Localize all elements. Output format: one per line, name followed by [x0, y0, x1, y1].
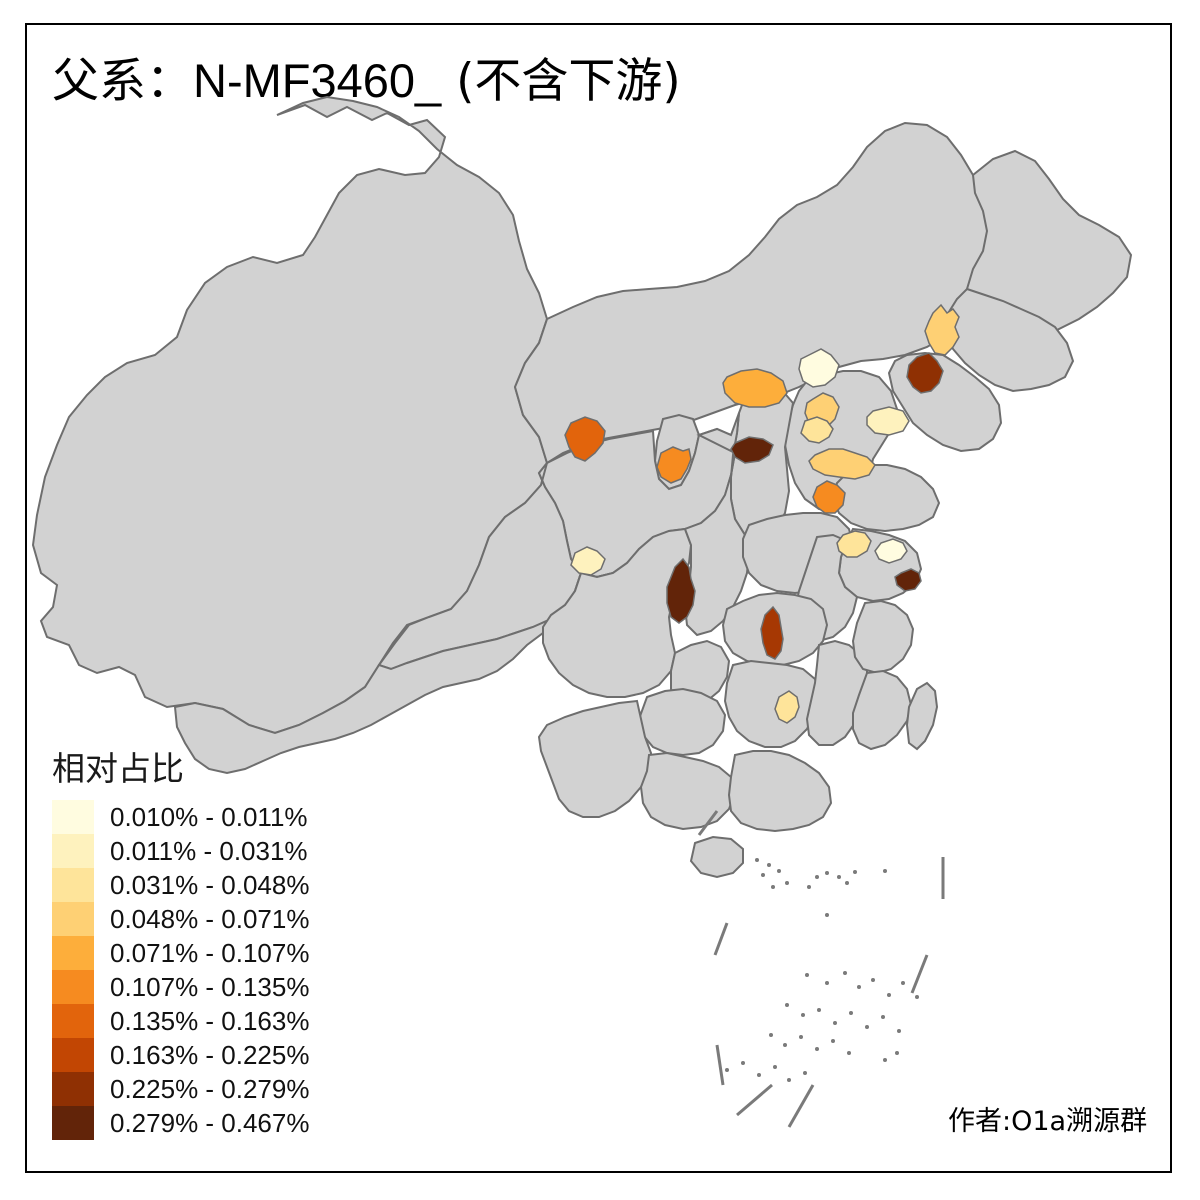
- province-hunan[interactable]: [723, 659, 821, 748]
- highlight-shaanxi-city[interactable]: [656, 446, 692, 484]
- legend-swatch: [52, 834, 94, 868]
- author-credit: 作者:O1a溯源群: [948, 1106, 1148, 1137]
- legend-label: 0.011% - 0.031%: [110, 836, 308, 866]
- province-fujian[interactable]: [852, 669, 913, 751]
- legend-swatch: [52, 970, 94, 1004]
- highlight-inner-mongolia-city[interactable]: [798, 348, 840, 388]
- title-suffix: (不含下游): [441, 54, 681, 109]
- legend-title: 相对占比: [52, 749, 184, 788]
- south-china-sea-islets: [725, 858, 919, 1082]
- province-guangdong[interactable]: [727, 750, 833, 833]
- highlight-chongqing-city[interactable]: [666, 557, 696, 624]
- page-title: 父系：N-MF3460_ (不含下游): [52, 50, 681, 113]
- legend: 相对占比 0.010% - 0.011% 0.011% - 0.031% 0.0…: [52, 748, 352, 1140]
- legend-label: 0.107% - 0.135%: [110, 972, 310, 1002]
- legend-swatch: [52, 800, 94, 834]
- highlight-layer: [564, 303, 960, 724]
- legend-label: 0.071% - 0.107%: [110, 938, 310, 968]
- legend-row[interactable]: 0.071% - 0.107%: [52, 936, 352, 970]
- legend-row[interactable]: 0.107% - 0.135%: [52, 970, 352, 1004]
- province-yunnan[interactable]: [537, 699, 653, 818]
- legend-row[interactable]: 0.048% - 0.071%: [52, 902, 352, 936]
- legend-label: 0.135% - 0.163%: [110, 1006, 310, 1036]
- legend-row[interactable]: 0.135% - 0.163%: [52, 1004, 352, 1038]
- nine-dash-line: [697, 810, 945, 1128]
- highlight-zhejiang-ningbo-city[interactable]: [894, 568, 922, 592]
- legend-label: 0.225% - 0.279%: [110, 1074, 310, 1104]
- legend-row[interactable]: 0.163% - 0.225%: [52, 1038, 352, 1072]
- legend-swatch: [52, 1038, 94, 1072]
- legend-label: 0.031% - 0.048%: [110, 870, 310, 900]
- title-prefix: 父系：: [52, 54, 193, 109]
- highlight-hunan-jiangxi-city[interactable]: [760, 605, 784, 660]
- highlight-shandong-peninsula-city[interactable]: [866, 406, 910, 436]
- province-hainan[interactable]: [689, 835, 744, 879]
- legend-label: 0.163% - 0.225%: [110, 1040, 310, 1070]
- highlight-anhui-north-city[interactable]: [812, 480, 846, 514]
- legend-swatch: [52, 1106, 94, 1140]
- china-choropleth-map[interactable]: [27, 25, 1170, 1171]
- highlight-guangdong-city[interactable]: [774, 690, 800, 724]
- highlight-shandong-central-city[interactable]: [808, 448, 876, 480]
- legend-row[interactable]: 0.225% - 0.279%: [52, 1072, 352, 1106]
- highlight-heilongjiang-north-city[interactable]: [924, 303, 960, 356]
- legend-rows: 0.010% - 0.011% 0.011% - 0.031% 0.031% -…: [52, 800, 352, 1140]
- province-zhejiang[interactable]: [851, 599, 915, 675]
- highlight-jilin-east-city[interactable]: [906, 352, 944, 394]
- legend-row[interactable]: 0.011% - 0.031%: [52, 834, 352, 868]
- legend-row[interactable]: 0.279% - 0.467%: [52, 1106, 352, 1140]
- province-guangxi[interactable]: [639, 751, 737, 831]
- highlight-shanxi-north-city[interactable]: [722, 368, 788, 408]
- legend-row[interactable]: 0.010% - 0.011%: [52, 800, 352, 834]
- legend-label: 0.010% - 0.011%: [110, 802, 308, 832]
- legend-label: 0.048% - 0.071%: [110, 904, 310, 934]
- highlight-jiangsu-city[interactable]: [836, 530, 872, 558]
- legend-swatch: [52, 1004, 94, 1038]
- legend-swatch: [52, 902, 94, 936]
- province-guizhou[interactable]: [637, 687, 727, 757]
- highlight-henan-city[interactable]: [730, 436, 774, 464]
- title-haplogroup: N-MF3460_: [193, 54, 442, 107]
- highlight-shanghai-city[interactable]: [874, 538, 908, 564]
- highlight-shandong-west-city[interactable]: [800, 416, 834, 444]
- highlight-gansu-city[interactable]: [564, 416, 606, 462]
- map-base-layer: [31, 95, 1133, 1128]
- legend-label: 0.279% - 0.467%: [110, 1108, 310, 1138]
- legend-swatch: [52, 936, 94, 970]
- legend-swatch: [52, 1072, 94, 1106]
- legend-row[interactable]: 0.031% - 0.048%: [52, 868, 352, 902]
- legend-swatch: [52, 868, 94, 902]
- province-xinjiang[interactable]: [31, 95, 549, 735]
- highlight-sichuan-city[interactable]: [570, 546, 606, 576]
- province-taiwan[interactable]: [905, 681, 939, 751]
